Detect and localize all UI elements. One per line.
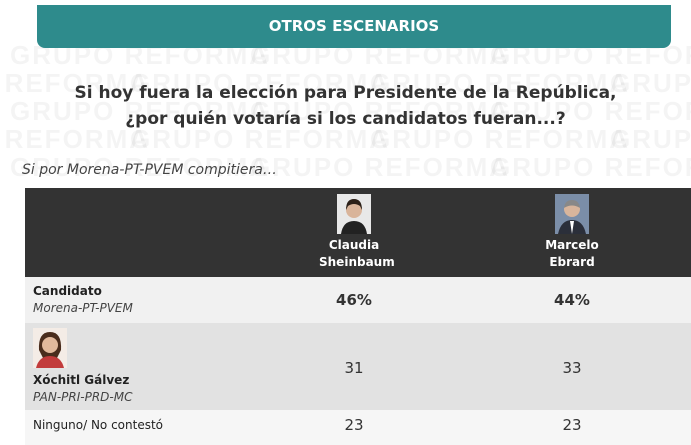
candidate-photo (337, 194, 371, 234)
watermark: GRUPO REFORMA (370, 68, 630, 99)
cell-value: 31 (344, 359, 364, 377)
watermark: GRUPO REFORMA (490, 96, 691, 127)
watermark: GRUPO REFORMA (370, 124, 630, 155)
watermark: GRUPO REFORMA (490, 152, 691, 183)
question: Si hoy fuera la elección para Presidente… (74, 83, 617, 129)
subtitle: Si por Morena-PT-PVEM compitiera… (22, 162, 277, 178)
table-row: Ninguno/ No contestó 23 23 (25, 410, 691, 445)
table-row: Xóchitl Gálvez PAN-PRI-PRD-MC 31 33 (25, 323, 691, 410)
row-sublabel: Morena-PT-PVEM (33, 301, 133, 315)
row-label: Ninguno/ No contestó (33, 418, 164, 432)
column-header: Claudia Sheinbaum (319, 238, 395, 269)
row-label: Candidato (33, 284, 102, 298)
candidate-photo (555, 194, 589, 234)
cell-value: 23 (562, 416, 582, 434)
table-header: Claudia Sheinbaum Marcelo Ebrard (25, 188, 691, 277)
cell-value: 23 (344, 416, 364, 434)
watermark: GRUPO REFORMA (250, 152, 510, 183)
cell-value: 44% (554, 291, 590, 309)
watermark: GRUPO REFORMA (610, 68, 691, 99)
watermark: GRUPO REFORMA (10, 152, 270, 183)
watermark: GRUPO REFORMA (10, 96, 270, 127)
cell-value: 33 (562, 359, 582, 377)
cell-value: 46% (336, 291, 372, 309)
watermark: GRUPO REFORMA (0, 124, 150, 155)
row-sublabel: PAN-PRI-PRD-MC (33, 390, 133, 404)
watermark: GRUPO REFORMA (610, 124, 691, 155)
watermark: GRUPO REFORMA (130, 124, 390, 155)
candidate-photo (33, 328, 67, 368)
row-label: Xóchitl Gálvez (33, 373, 130, 387)
table-row: Candidato Morena-PT-PVEM 46% 44% (25, 277, 691, 323)
watermark: GRUPO REFORMA (130, 68, 390, 99)
banner: OTROS ESCENARIOS (37, 5, 671, 48)
watermark: GRUPO REFORMA (0, 68, 150, 99)
watermark: GRUPO REFORMA (250, 96, 510, 127)
column-header: Marcelo Ebrard (545, 238, 599, 269)
